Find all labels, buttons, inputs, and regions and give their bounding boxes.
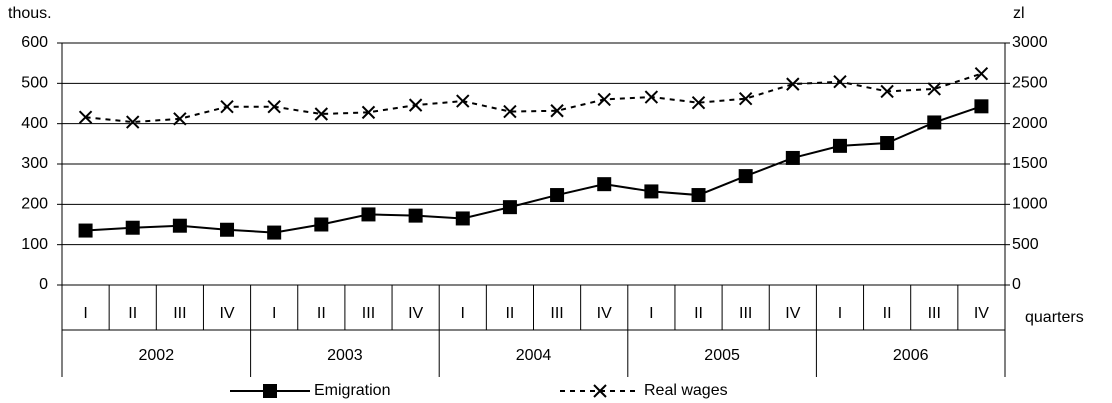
legend-marker [593,384,607,398]
series-marker [786,77,800,91]
series-marker [880,136,895,151]
legend-marker [263,384,277,398]
series-marker [361,105,376,120]
series-marker [974,66,989,81]
y2-tick-label: 500 [1012,236,1039,253]
series-line [85,72,982,124]
series-marker [738,169,753,184]
series-marker [173,112,187,126]
year-label: 2003 [327,347,363,364]
y2-tick-label: 2000 [1012,115,1048,132]
year-label: 2004 [516,347,552,364]
series-marker [78,223,93,238]
x-tick-label: I [838,305,842,322]
series-marker [220,100,234,114]
x-tick-label: IV [974,305,989,322]
legend-label: Real wages [644,382,728,399]
x-tick-label: II [128,305,137,322]
x-tick-label: I [83,305,87,322]
series-marker [314,217,329,232]
x-tick-label: I [272,305,276,322]
series-marker [550,104,564,118]
series-marker [502,200,517,215]
series-marker [691,95,706,110]
series-marker [738,91,753,106]
series-marker [267,225,282,240]
x-tick-label: II [694,305,703,322]
series-marker [126,115,140,129]
x-tick-label: III [173,305,186,322]
x-axis-label: quarters [1025,309,1084,326]
x-tick-label: III [739,305,752,322]
series-marker [220,222,235,237]
y2-tick-label: 3000 [1012,34,1048,51]
series-marker [455,211,470,226]
series-marker [880,84,894,99]
series-marker [125,220,140,235]
series-marker [550,188,565,203]
series-marker [314,107,329,121]
x-tick-label: I [461,305,465,322]
series-marker [597,92,611,107]
series-marker [361,207,376,222]
x-tick-label: II [317,305,326,322]
x-tick-label: IV [219,305,234,322]
y2-tick-label: 1000 [1012,196,1048,213]
x-tick-label: III [550,305,563,322]
x-tick-label: II [883,305,892,322]
series-marker [832,138,847,153]
year-label: 2002 [139,347,175,364]
year-label: 2005 [704,347,740,364]
x-tick-label: III [928,305,941,322]
x-tick-label: III [362,305,375,322]
y-tick-label: 400 [21,115,48,132]
y2-tick-label: 0 [1012,276,1021,293]
x-tick-label: IV [408,305,423,322]
series-marker [644,90,659,104]
series-marker [597,177,612,192]
series-marker [927,82,941,96]
y-tick-label: 200 [21,196,48,213]
y-tick-label: 300 [21,155,48,172]
series-marker [172,218,187,233]
x-tick-label: IV [597,305,612,322]
y-tick-label: 0 [39,276,48,293]
y2-tick-label: 1500 [1012,155,1048,172]
series-marker [691,188,706,203]
y-tick-label: 600 [21,34,48,51]
series-marker [644,184,659,199]
series-marker [503,104,517,119]
series-marker [927,115,942,130]
x-tick-label: I [649,305,653,322]
y-axis-unit: thous. [8,5,52,22]
series-marker [456,94,470,108]
y2-axis-unit: zl [1013,5,1025,22]
series-marker [267,100,281,114]
series-marker [833,75,847,89]
series-marker [78,110,93,124]
x-tick-label: IV [785,305,800,322]
y-tick-label: 100 [21,236,48,253]
series-marker [408,208,423,223]
y-tick-label: 500 [21,75,48,92]
legend-label: Emigration [314,382,390,399]
series-marker [785,150,800,165]
series-marker [408,98,423,112]
series-line [85,105,982,234]
x-tick-label: II [505,305,514,322]
y2-tick-label: 2500 [1012,75,1048,92]
year-label: 2006 [893,347,929,364]
series-marker [974,99,989,114]
